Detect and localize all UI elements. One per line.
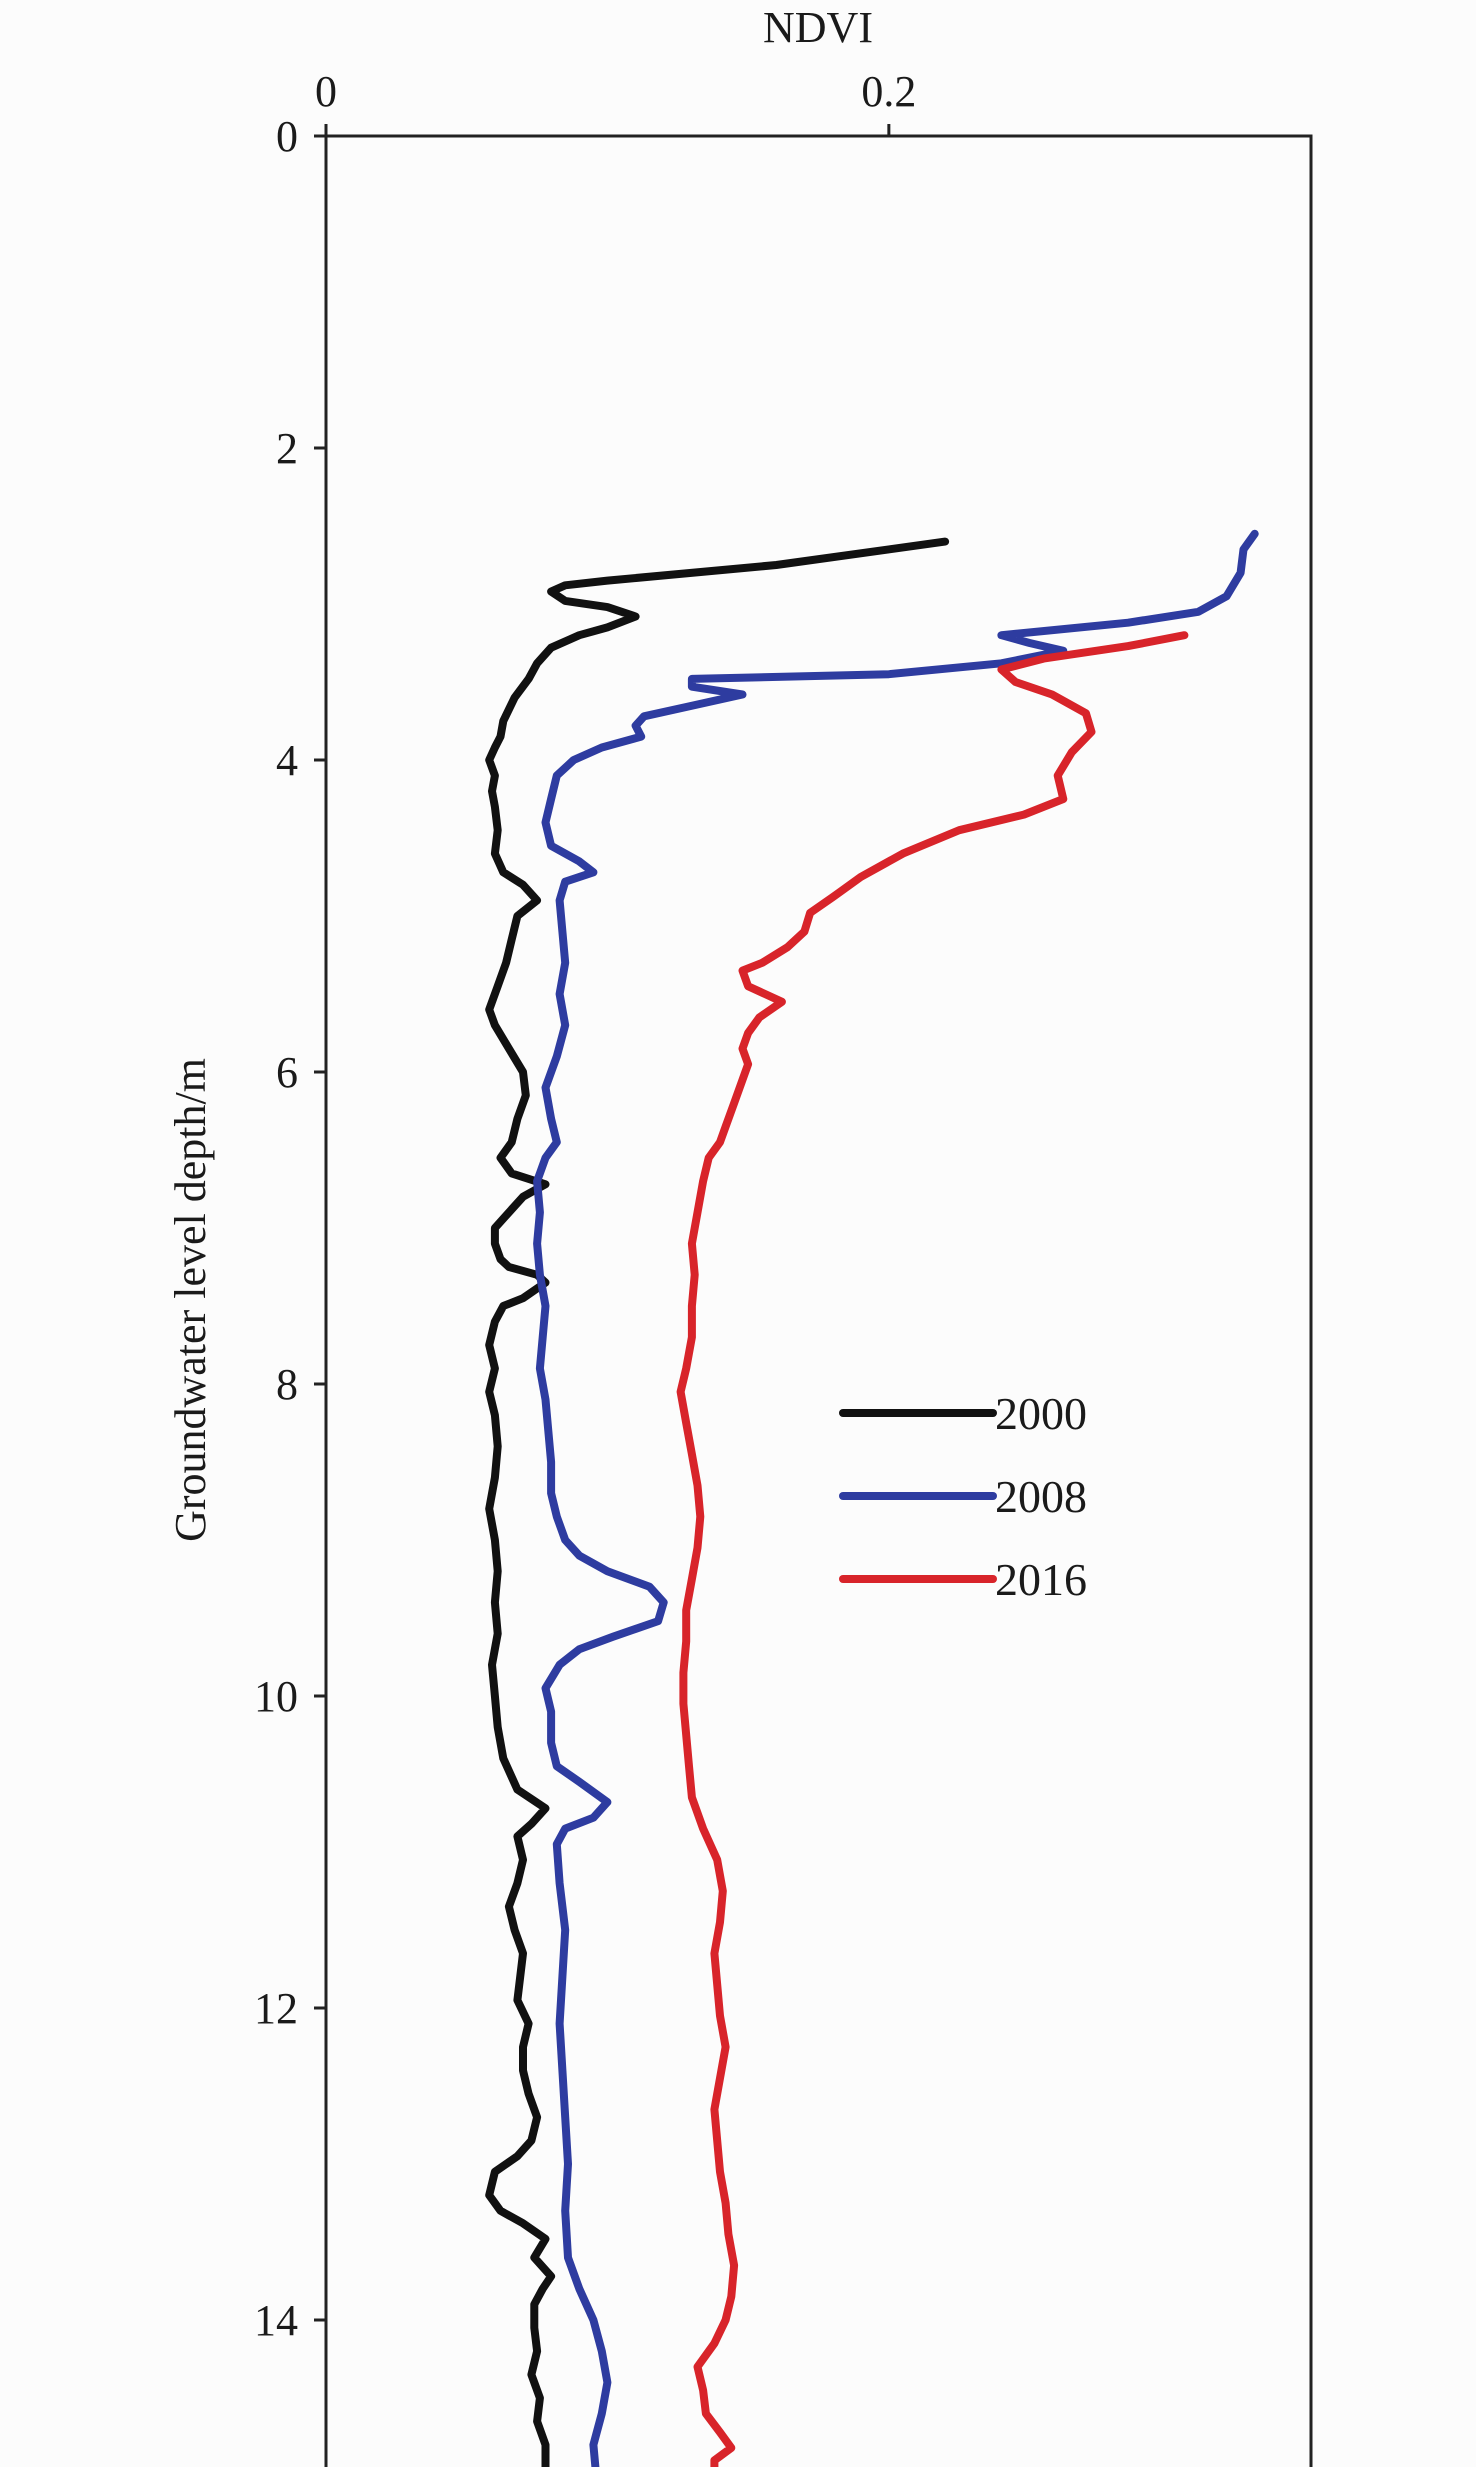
- y-tick-label: 10: [254, 1672, 298, 1721]
- x-axis-title: NDVI: [763, 3, 873, 52]
- legend-label-2000: 2000: [995, 1388, 1087, 1439]
- y-tick-label: 8: [276, 1360, 298, 1409]
- legend: 2000 2008 2016: [839, 1388, 1087, 1605]
- series-line-2016: [676, 631, 1189, 2467]
- x-axis-ticks: 0 0.2: [315, 67, 916, 136]
- y-tick-label: 2: [276, 424, 298, 473]
- series-layer: [485, 529, 1259, 2467]
- x-tick-label: 0.2: [861, 67, 916, 116]
- plot-frame: [324, 134, 1313, 2467]
- x-tick-label: 0: [315, 67, 337, 116]
- series-line-2008: [533, 529, 1259, 2467]
- y-tick-label: 4: [276, 736, 298, 785]
- y-tick-label: 6: [276, 1048, 298, 1097]
- y-tick-label: 14: [254, 2296, 298, 2345]
- y-tick-label: 0: [276, 112, 298, 161]
- legend-label-2008: 2008: [995, 1471, 1087, 1522]
- series-line-2000: [485, 537, 950, 2467]
- y-axis-title: Groundwater level depth/m: [166, 1058, 215, 1542]
- y-axis-ticks: 0 2 4 6 8 10 12 14: [254, 112, 326, 2345]
- legend-label-2016: 2016: [995, 1554, 1087, 1605]
- y-tick-label: 12: [254, 1984, 298, 2033]
